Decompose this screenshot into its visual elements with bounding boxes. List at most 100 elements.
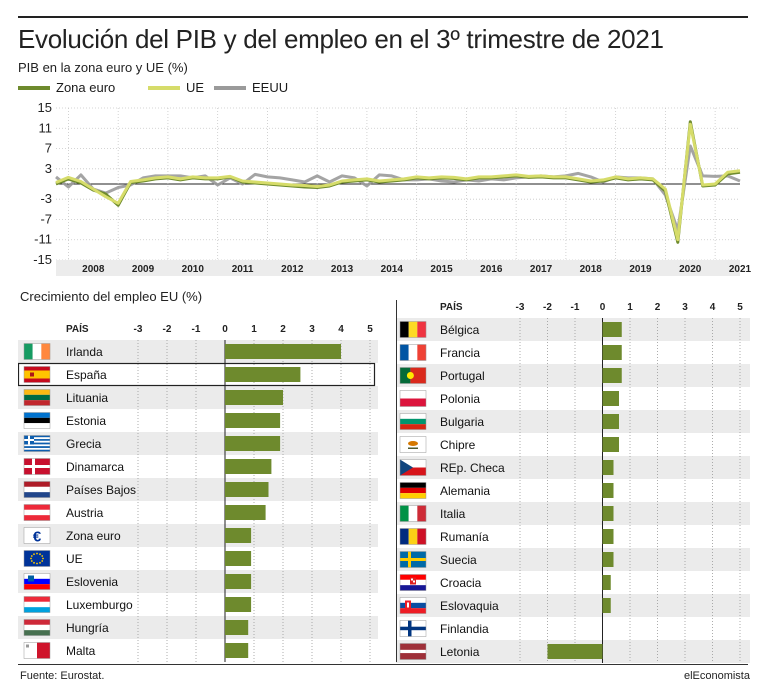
row-background	[18, 386, 378, 409]
highlight-box	[18, 362, 376, 387]
flag-part	[400, 413, 426, 419]
row-background	[396, 456, 750, 479]
flag-border	[23, 573, 51, 590]
flag-part	[400, 653, 426, 660]
country-row: REp. Checa	[396, 456, 750, 479]
y-tick-label: -7	[40, 211, 52, 226]
gdp-line-chart: 15 11 7 3 -3 -7 -11 -15 2008 2009 2010 2011 2012 2013…	[33, 100, 752, 276]
bar	[602, 391, 619, 406]
flag-part	[24, 601, 50, 608]
flag-border	[23, 412, 51, 429]
flag-part	[24, 440, 50, 443]
flag-part	[36, 552, 38, 555]
country-label: REp. Checa	[440, 461, 505, 475]
flag-border	[399, 505, 427, 522]
x-tick-label: 0	[222, 324, 228, 335]
bar	[225, 459, 272, 474]
flag-part	[32, 343, 42, 360]
flag-part	[400, 585, 426, 591]
row-background	[18, 432, 378, 455]
flag-part	[417, 528, 427, 545]
flag-part	[24, 584, 50, 590]
flag-border	[399, 321, 427, 338]
row-background	[18, 501, 378, 524]
flag-part	[24, 515, 50, 521]
country-row: Eslovenia	[18, 570, 378, 593]
flag-border	[23, 458, 51, 475]
country-label: Chipre	[440, 438, 476, 452]
x-tick-label: 2015	[430, 264, 453, 275]
row-background	[18, 547, 378, 570]
flag-part	[30, 557, 32, 560]
flag-part	[408, 505, 418, 522]
bar	[225, 643, 249, 658]
country-row: Hungría	[18, 616, 378, 639]
source-note: Fuente: Eurostat.	[20, 670, 105, 682]
series-line-zona-euro	[55, 120, 741, 244]
x-tick-label: 2008	[82, 264, 105, 275]
flag-part	[24, 596, 50, 602]
country-label: Eslovaquia	[440, 599, 499, 613]
country-row: Eslovaquia	[396, 594, 750, 617]
country-row: Bélgica	[396, 318, 750, 341]
flag-part	[24, 412, 50, 418]
flag-part	[41, 555, 44, 557]
series-line-eeuu	[55, 144, 741, 232]
x-tick-label: 2010	[182, 264, 205, 275]
legend-swatch-ue	[148, 85, 180, 90]
bar	[225, 344, 341, 359]
row-background	[396, 318, 750, 341]
header-band	[396, 300, 750, 318]
x-tick-label: 3	[682, 302, 688, 313]
x-tick-label: 2018	[580, 264, 603, 275]
row-background	[396, 594, 750, 617]
flag-part	[42, 557, 44, 560]
country-label: Luxemburgo	[66, 598, 133, 612]
flag-part	[410, 367, 426, 384]
flag-part	[24, 417, 50, 424]
country-row: Luxemburgo	[18, 593, 378, 616]
footer-rule	[18, 664, 748, 665]
gdp-subtitle: PIB en la zona euro y UE (%)	[18, 60, 188, 75]
flag-part	[24, 486, 50, 493]
flag-part	[400, 608, 426, 614]
page-title: Evolución del PIB y del empleo en el 3º …	[18, 24, 664, 54]
legend-label-ue: UE	[186, 80, 205, 95]
country-label: Portugal	[440, 369, 485, 383]
legend-label-zona-euro: Zona euro	[56, 80, 116, 95]
flag-part	[411, 578, 413, 581]
country-label: Croacia	[440, 576, 482, 590]
country-row: UE	[18, 547, 378, 570]
bar	[225, 551, 252, 566]
x-tick-label: 2014	[381, 264, 404, 275]
employment-panel-right: PAÍS -3 -2 -1 0 1 2 3 4 5 Bélgica Francia Portugal Po…	[396, 300, 750, 663]
flag-part	[24, 578, 50, 585]
country-row: Letonia	[396, 640, 750, 663]
flag-part	[408, 321, 418, 338]
bar	[602, 322, 622, 337]
flag-part	[39, 561, 41, 564]
country-row: España	[18, 363, 378, 386]
country-row: Austria	[18, 501, 378, 524]
flag-part	[24, 492, 50, 498]
row-background	[396, 410, 750, 433]
legend-swatch-zona-euro	[18, 85, 50, 90]
row-background	[18, 478, 378, 501]
flag-part	[24, 442, 50, 445]
flag-part	[400, 344, 409, 361]
flag-border	[399, 459, 427, 476]
flag-part	[24, 437, 50, 440]
country-label: Irlanda	[66, 345, 103, 359]
y-tick-label: -11	[34, 232, 52, 247]
country-row: Francia	[396, 341, 750, 364]
flag-part	[400, 390, 426, 399]
flag-part	[400, 321, 409, 338]
country-label: Dinamarca	[66, 460, 124, 474]
bar	[225, 528, 252, 543]
country-row: Finlandia	[396, 617, 750, 640]
row-background	[18, 616, 378, 639]
country-label: Hungría	[66, 621, 109, 635]
flag-part	[400, 398, 426, 407]
flag-part	[24, 527, 50, 544]
flag-part	[24, 642, 37, 659]
